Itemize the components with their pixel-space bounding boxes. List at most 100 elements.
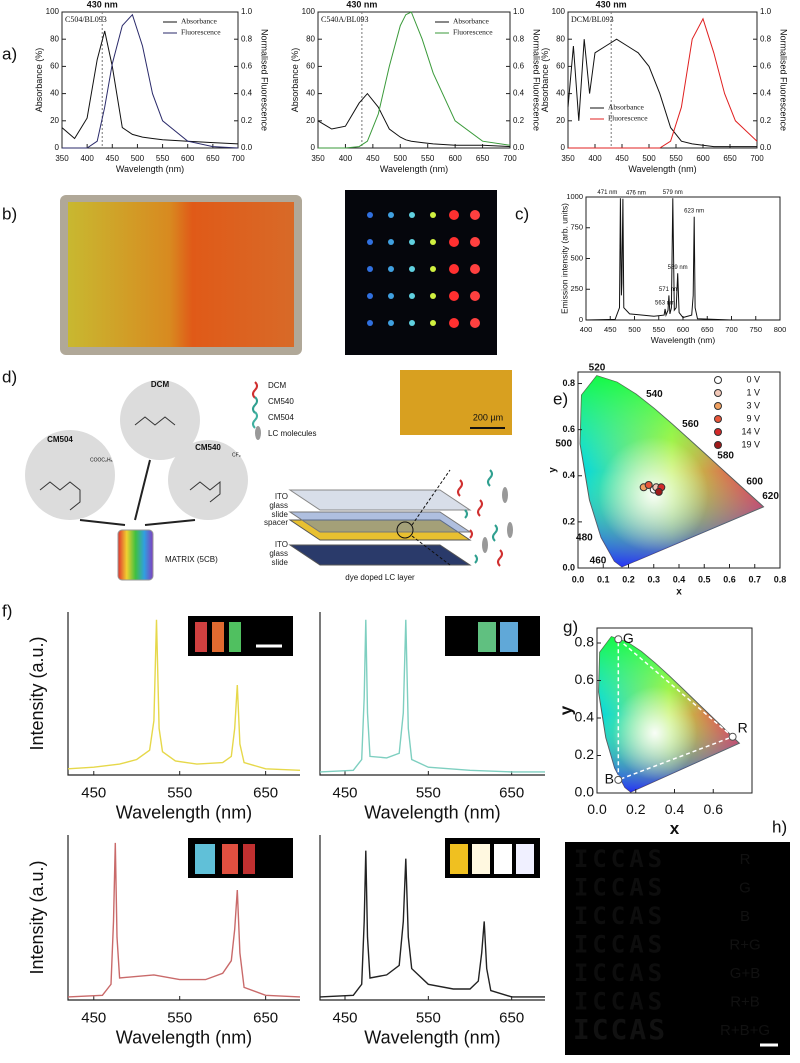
- inset: [195, 844, 215, 874]
- x-tick-label: 0.8: [774, 574, 787, 584]
- y2-tick-label: 0.4: [241, 89, 253, 98]
- y-tick-label: 0.0: [562, 562, 575, 572]
- x-tick-label: 700: [725, 325, 738, 334]
- molecule-name: CM540: [195, 443, 221, 452]
- lc-molecule: [482, 537, 488, 553]
- x-tick-label: 400: [80, 154, 94, 163]
- x-tick-label: 650: [253, 1009, 278, 1026]
- icon-text: ICCAS: [574, 902, 666, 930]
- x-tick-label: 700: [750, 154, 764, 163]
- x-tick-label: 0.2: [622, 574, 635, 584]
- scale-label: 200 µm: [473, 412, 503, 422]
- molecule-name: DCM: [151, 380, 170, 389]
- locus-label: 480: [576, 533, 593, 544]
- x-tick-label: 450: [366, 154, 380, 163]
- peak-label: 476 nm: [626, 190, 646, 196]
- inset: [222, 844, 238, 874]
- dot: [388, 239, 394, 245]
- peak-label: 623 nm: [684, 208, 704, 214]
- cie-locus: [580, 375, 764, 567]
- y2-tick-label: 0.0: [241, 143, 253, 152]
- locus-label: 560: [682, 419, 699, 430]
- y-tick-label: 0.6: [562, 424, 575, 434]
- molecule-name: CM504: [47, 435, 73, 444]
- series-line: [317, 92, 511, 148]
- legend-swatch: [714, 376, 722, 384]
- layer-label: ITO glass slide: [269, 540, 288, 567]
- inset: [516, 844, 534, 874]
- molecule-circle: [168, 440, 248, 520]
- legend-label: LC molecules: [268, 429, 316, 438]
- y-tick-label: 60: [306, 62, 315, 71]
- x-tick-label: 650: [499, 1009, 524, 1026]
- y-tick-label: 0.8: [562, 378, 575, 388]
- molecule-circle: [25, 430, 115, 520]
- x-axis-label: Wavelength (nm): [364, 1027, 500, 1047]
- y2-tick-label: 0.8: [513, 34, 525, 43]
- y2-tick-label: 0.2: [760, 116, 772, 125]
- series-line: [67, 842, 301, 998]
- dot: [449, 318, 459, 328]
- x-tick-label: 450: [332, 1009, 357, 1026]
- dot: [449, 237, 459, 247]
- locus-label: 620: [762, 491, 779, 502]
- x-tick-label: 350: [55, 154, 69, 163]
- legend-squiggle: [252, 396, 258, 414]
- x-tick-label: 550: [416, 784, 441, 801]
- plot-frame: [567, 11, 758, 149]
- dot: [430, 212, 436, 218]
- axis-line: [319, 612, 545, 776]
- chart-title: C504/BL093: [65, 15, 107, 24]
- y-tick-label: 0.4: [575, 709, 595, 725]
- y-axis-label: Absorbance (%): [290, 48, 300, 113]
- peak-label: 571 nm: [659, 287, 679, 293]
- x-tick-label: 0.0: [587, 801, 607, 817]
- icon-text: ICCAS: [573, 1013, 667, 1046]
- cie-locus: [598, 636, 740, 793]
- zoom-circle: [396, 521, 414, 539]
- y-tick-label: 0.6: [575, 671, 595, 687]
- substituent: CF₃: [232, 452, 241, 458]
- photo-cell: [68, 202, 294, 347]
- axis-line: [67, 612, 300, 776]
- x-tick-label: 500: [642, 154, 656, 163]
- legend-squiggle: [252, 381, 258, 399]
- y2-axis-label: Normalised Fluorescence: [260, 29, 270, 131]
- y-tick-label: 0.2: [562, 516, 575, 526]
- x-tick-label: 400: [339, 154, 353, 163]
- x-tick-label: 450: [81, 784, 106, 801]
- x-tick-label: 0.4: [673, 574, 686, 584]
- y-axis-label: Absorbance (%): [34, 48, 44, 113]
- axis-line: [319, 835, 545, 1001]
- row-label: B: [740, 908, 750, 925]
- x-tick-label: 0.3: [647, 574, 660, 584]
- x-axis-label: Wavelength (nm): [116, 802, 252, 822]
- x-tick-label: 0.0: [572, 574, 585, 584]
- y2-tick-label: 0.2: [513, 116, 525, 125]
- panel-label: g): [563, 617, 578, 636]
- y-tick-label: 80: [306, 34, 315, 43]
- axis-line: [67, 835, 300, 1001]
- y2-tick-label: 1.0: [241, 7, 253, 16]
- dot: [367, 266, 373, 272]
- x-axis-label: Wavelength (nm): [364, 802, 500, 822]
- y-tick-label: 100: [46, 7, 60, 16]
- chart-title: C540A/BL093: [321, 15, 369, 24]
- series-line: [62, 13, 239, 149]
- arrows: [79, 459, 196, 526]
- x-tick-label: 0.5: [698, 574, 711, 584]
- dot: [367, 212, 373, 218]
- y-tick-label: 500: [570, 253, 583, 262]
- dot: [367, 293, 373, 299]
- icon-text: ICCAS: [574, 931, 666, 959]
- x-tick-label: 600: [448, 154, 462, 163]
- primary-label: G: [623, 630, 634, 646]
- peak-label: 471 nm: [597, 190, 617, 196]
- dot: [388, 293, 394, 299]
- y-axis-label: Emission intensity (arb. units): [559, 203, 569, 314]
- row-label: R+G: [729, 936, 760, 953]
- x-axis-label: Wavelength (nm): [651, 335, 716, 345]
- glass-bottom: [288, 544, 472, 566]
